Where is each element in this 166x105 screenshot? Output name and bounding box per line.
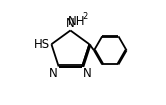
Text: HS: HS — [34, 38, 50, 51]
Text: N: N — [66, 17, 75, 30]
Text: N: N — [49, 67, 58, 80]
Text: 2: 2 — [82, 12, 87, 21]
Text: NH: NH — [67, 14, 85, 28]
Text: N: N — [83, 67, 92, 80]
